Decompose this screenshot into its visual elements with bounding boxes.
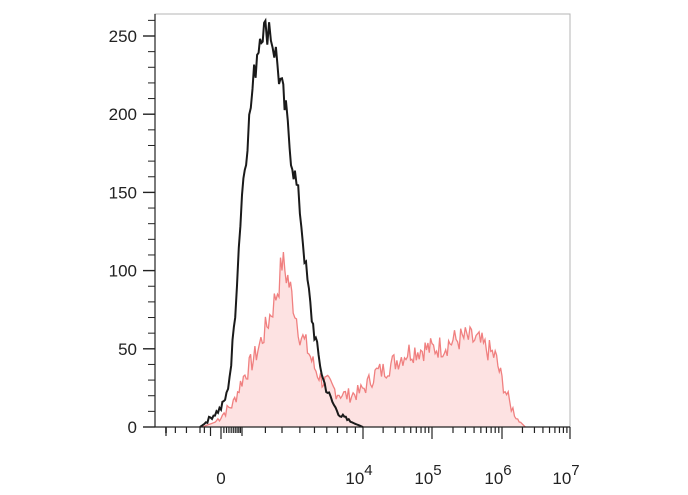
x-tick-label: 105 — [414, 462, 441, 488]
x-tick-label: 104 — [345, 462, 372, 488]
y-tick-label: 200 — [109, 105, 137, 124]
y-tick-label: 150 — [109, 183, 137, 202]
y-tick-label: 0 — [128, 418, 137, 437]
y-axis: 0 50 100 150 200 250 — [109, 19, 155, 437]
y-tick-label: 100 — [109, 262, 137, 281]
x-tick-label: 107 — [552, 462, 579, 488]
series-filled-outline — [201, 252, 526, 428]
series-line — [199, 17, 364, 428]
plot-frame — [154, 13, 571, 428]
x-axis: 0 104 105 106 107 — [165, 427, 580, 488]
y-tick-label: 50 — [118, 340, 137, 359]
x-tick-label: 0 — [216, 469, 225, 488]
x-tick-label: 106 — [484, 462, 511, 488]
series-fill-area — [202, 252, 526, 427]
series-layer — [199, 17, 526, 428]
y-tick-label: 250 — [109, 27, 137, 46]
